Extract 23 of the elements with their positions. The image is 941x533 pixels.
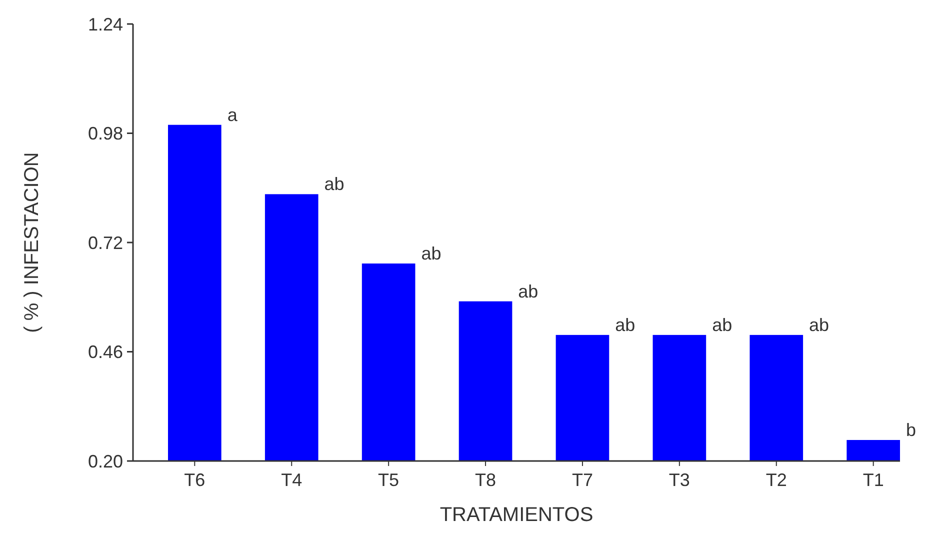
annotation: a [227, 104, 238, 125]
annotation: ab [324, 174, 344, 194]
annotation: ab [518, 281, 538, 302]
x-tick-label: T5 [378, 470, 400, 490]
x-tick-label: T8 [475, 470, 496, 490]
x-axis-title: TRATAMIENTOS [440, 504, 594, 526]
x-tick-label: T7 [572, 470, 593, 490]
y-tick-label: 0.20 [88, 451, 123, 472]
annotation: ab [421, 244, 442, 264]
annotation: ab [712, 314, 732, 335]
x-tick-label: T6 [184, 470, 206, 490]
annotation: ab [809, 314, 830, 335]
y-tick-label: 0.72 [88, 232, 123, 253]
annotation: b [906, 420, 916, 440]
x-tick-label: T3 [668, 470, 690, 490]
y-tick-label: 1.24 [88, 14, 123, 34]
annotation: ab [615, 314, 636, 335]
x-tick-label: T4 [281, 470, 302, 490]
y-tick-label: 0.46 [88, 342, 123, 362]
y-axis-title: ( % ) INFESTACION [21, 152, 43, 333]
x-tick-label: T2 [766, 470, 787, 490]
x-tick-label: T1 [862, 470, 884, 490]
y-tick-label: 0.98 [88, 124, 123, 144]
